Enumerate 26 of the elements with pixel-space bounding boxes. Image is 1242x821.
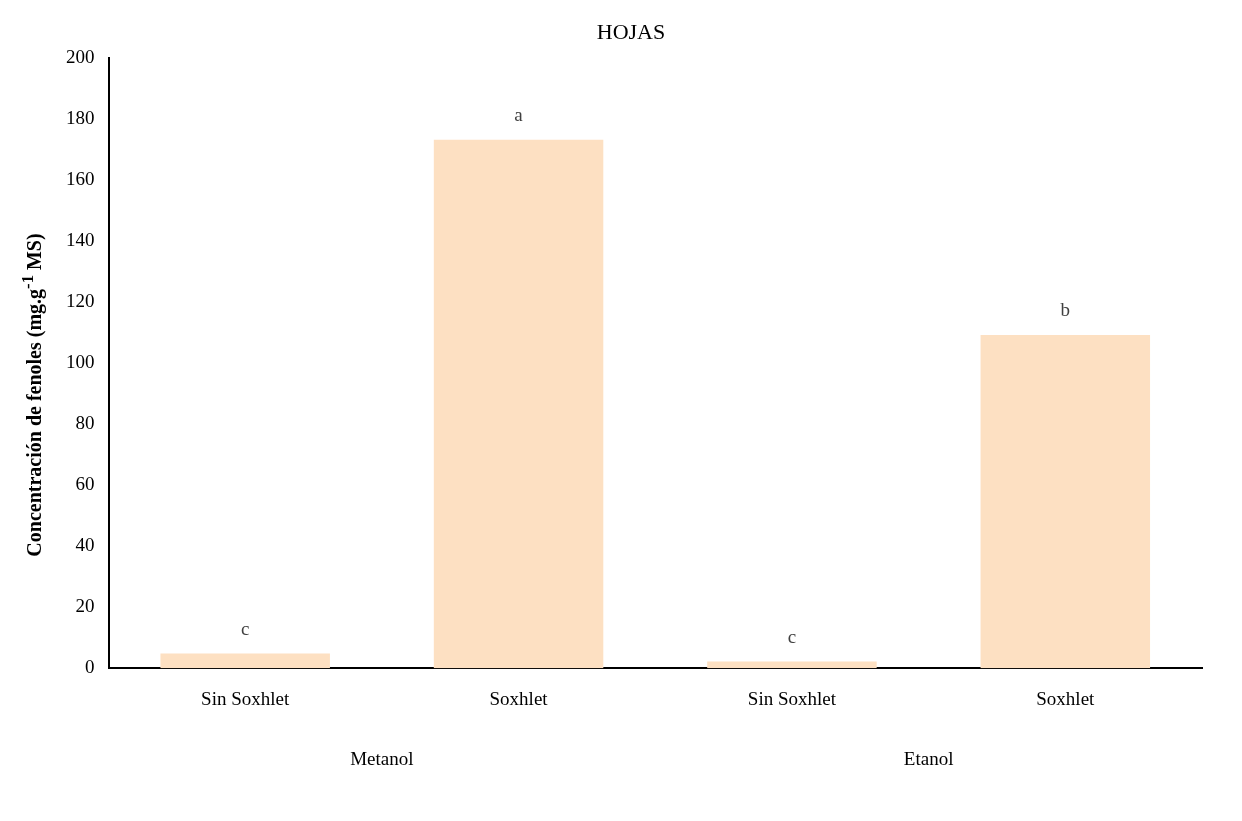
bar bbox=[980, 334, 1151, 669]
bar bbox=[160, 653, 330, 669]
text: Metanol bbox=[350, 748, 414, 770]
chart-title: HOJAS bbox=[596, 18, 666, 44]
y-tick-label: 100 bbox=[66, 351, 95, 373]
y-tick-label: 40 bbox=[75, 534, 95, 556]
y-tick-label: 0 bbox=[85, 656, 95, 678]
y-tick-label: 180 bbox=[66, 107, 95, 129]
data-label: a bbox=[514, 104, 524, 126]
y-tick-label: 160 bbox=[66, 168, 95, 190]
x-tick-label: Sin Soxhlet bbox=[201, 687, 290, 709]
y-tick-label: 20 bbox=[75, 595, 95, 617]
x-tick-label: Sin Soxhlet bbox=[747, 687, 837, 709]
y-tick-label: 60 bbox=[75, 473, 95, 495]
data-label: c bbox=[240, 618, 250, 640]
x-tick-label: Soxhlet bbox=[489, 687, 549, 709]
bar bbox=[433, 139, 604, 669]
y-tick-label: 140 bbox=[66, 229, 95, 251]
bar bbox=[707, 661, 877, 669]
data-label: c bbox=[787, 625, 797, 647]
x-tick-label: Soxhlet bbox=[1036, 687, 1096, 709]
y-tick-label: 80 bbox=[75, 412, 95, 434]
data-label: b bbox=[1060, 299, 1071, 321]
text: Etanol bbox=[903, 748, 954, 770]
y-tick-label: 200 bbox=[66, 46, 95, 68]
y-tick-label: 120 bbox=[66, 290, 95, 312]
